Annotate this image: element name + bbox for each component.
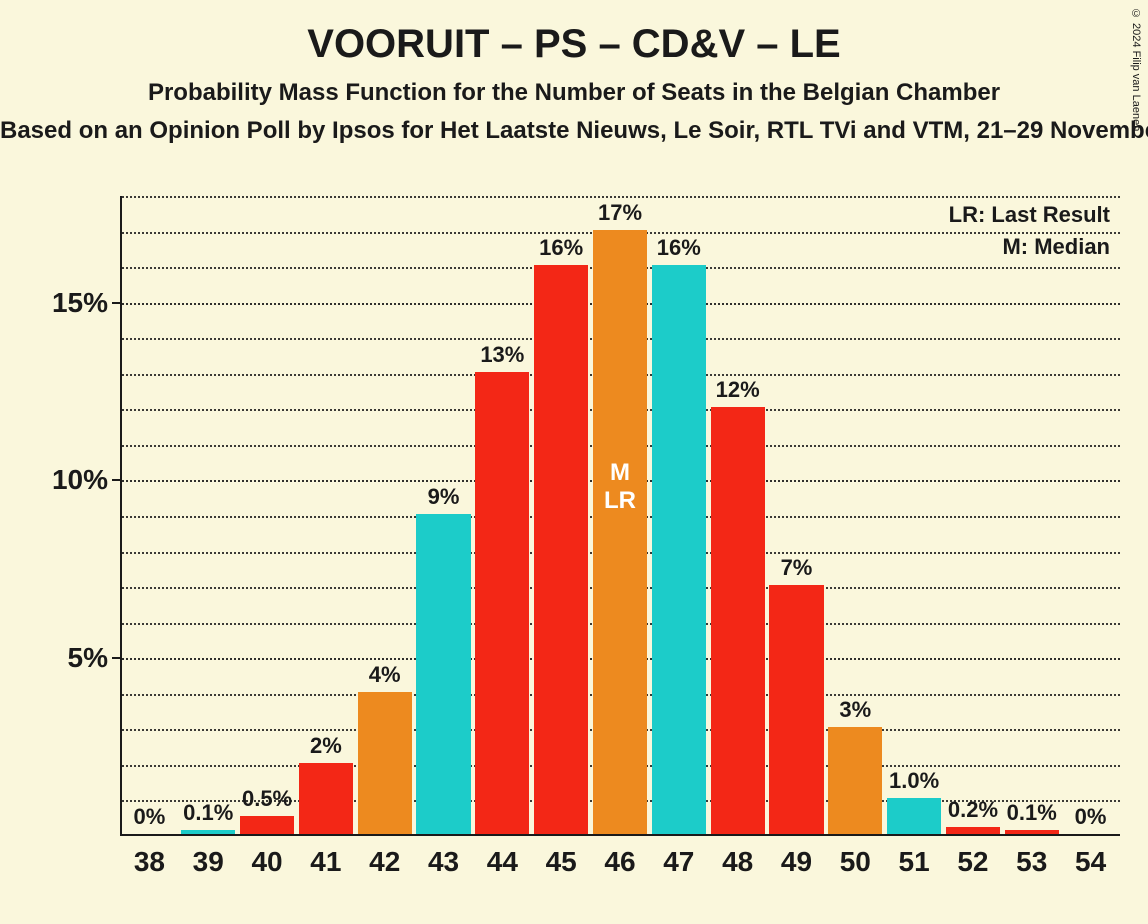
- y-tick-label: 5%: [68, 642, 108, 674]
- bar-value-label: 17%: [598, 200, 642, 226]
- bar: [416, 514, 470, 834]
- bar: [358, 692, 412, 834]
- bar-value-label: 1.0%: [889, 768, 939, 794]
- x-tick-label: 43: [428, 846, 459, 878]
- bar-value-label: 0.1%: [183, 800, 233, 826]
- x-axis-line: [120, 834, 1120, 836]
- bar-value-label: 2%: [310, 733, 342, 759]
- chart-title: VOORUIT – PS – CD&V – LE: [0, 0, 1148, 67]
- legend: LR: Last Result M: Median: [949, 202, 1110, 266]
- x-tick-label: 39: [193, 846, 224, 878]
- bar: [240, 816, 294, 834]
- bar-value-label: 7%: [781, 555, 813, 581]
- bar: [534, 265, 588, 834]
- x-tick-label: 44: [487, 846, 518, 878]
- x-tick-label: 45: [546, 846, 577, 878]
- gridline: [122, 196, 1120, 198]
- bar-value-label: 0.5%: [242, 786, 292, 812]
- bar: [475, 372, 529, 834]
- x-tick-label: 41: [310, 846, 341, 878]
- y-tick: [112, 479, 120, 481]
- bar-value-label: 13%: [480, 342, 524, 368]
- bar-value-label: 0%: [134, 804, 166, 830]
- bar-value-label: 16%: [539, 235, 583, 261]
- x-tick-label: 48: [722, 846, 753, 878]
- x-tick-label: 51: [899, 846, 930, 878]
- x-tick-label: 49: [781, 846, 812, 878]
- x-tick-label: 46: [604, 846, 635, 878]
- bar: [711, 407, 765, 834]
- legend-lr: LR: Last Result: [949, 202, 1110, 228]
- bar: [828, 727, 882, 834]
- y-tick-label: 15%: [52, 287, 108, 319]
- y-tick: [112, 302, 120, 304]
- bar-value-label: 16%: [657, 235, 701, 261]
- bar: [1005, 830, 1059, 834]
- legend-m: M: Median: [949, 234, 1110, 260]
- bar: MLR: [593, 230, 647, 834]
- y-tick: [112, 657, 120, 659]
- bar-value-label: 0%: [1075, 804, 1107, 830]
- chart-subtitle-2: Based on an Opinion Poll by Ipsos for He…: [0, 117, 1148, 145]
- x-tick-label: 38: [134, 846, 165, 878]
- x-tick-label: 54: [1075, 846, 1106, 878]
- chart-plot-area: LR: Last Result M: Median 0% 0.1% 0.5% 2% 4%…: [120, 196, 1120, 836]
- y-tick-label: 10%: [52, 464, 108, 496]
- median-bar-label: MLR: [604, 459, 636, 514]
- x-tick-label: 52: [957, 846, 988, 878]
- chart-subtitle-1: Probability Mass Function for the Number…: [0, 79, 1148, 107]
- x-tick-label: 40: [251, 846, 282, 878]
- x-tick-label: 53: [1016, 846, 1047, 878]
- bar-value-label: 9%: [428, 484, 460, 510]
- x-tick-label: 42: [369, 846, 400, 878]
- bar-value-label: 4%: [369, 662, 401, 688]
- bar: [769, 585, 823, 834]
- bar: [946, 827, 1000, 834]
- bar-value-label: 12%: [716, 377, 760, 403]
- copyright-text: © 2024 Filip van Laenen: [1130, 8, 1142, 131]
- bar-value-label: 3%: [839, 697, 871, 723]
- x-tick-label: 47: [663, 846, 694, 878]
- bar: [652, 265, 706, 834]
- x-tick-label: 50: [840, 846, 871, 878]
- bar-value-label: 0.1%: [1007, 800, 1057, 826]
- bar: [887, 798, 941, 834]
- bar: [181, 830, 235, 834]
- bar-value-label: 0.2%: [948, 797, 998, 823]
- bar: [299, 763, 353, 834]
